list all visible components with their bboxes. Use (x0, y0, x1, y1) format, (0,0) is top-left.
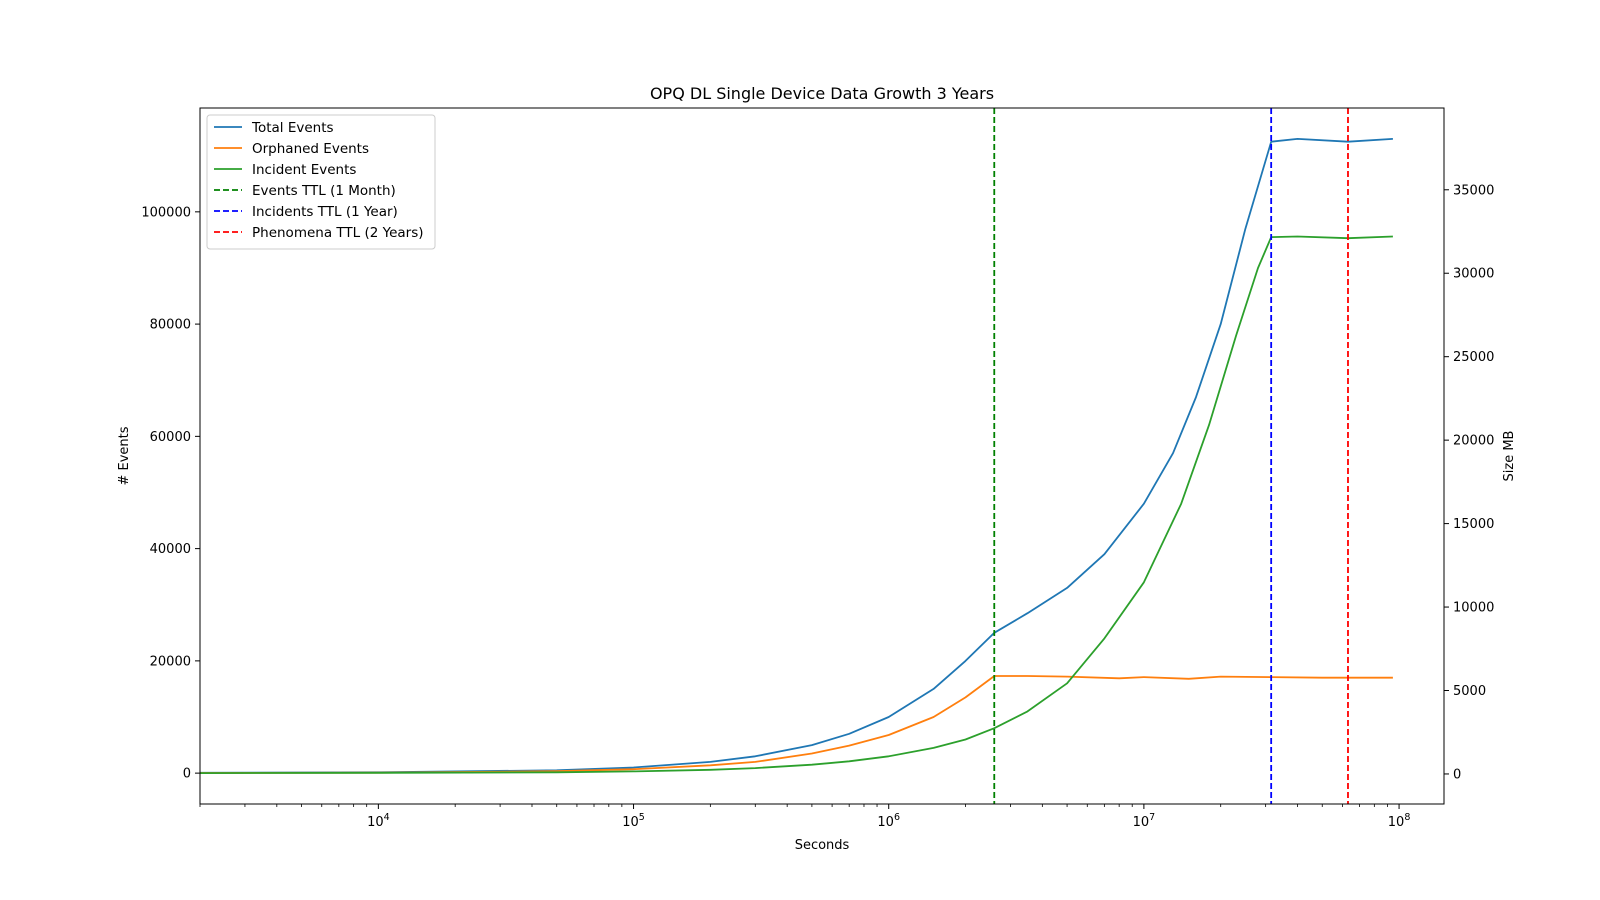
y-axis-right: 0 5000 10000 15000 20000 25000 30000 35000 (1444, 183, 1494, 782)
y2-tick-label: 35000 (1453, 183, 1494, 198)
series-layer (199, 138, 1393, 774)
plot-area (199, 107, 1445, 805)
vlines-layer (993, 108, 1349, 804)
legend: Total Events Orphaned Events Incident Even… (206, 114, 436, 250)
series-line-orphaned-events (199, 675, 1393, 774)
legend-label-total-events: Total Events (251, 120, 334, 136)
x-tick-label: 108 (1388, 812, 1411, 830)
y-tick-label: 80000 (150, 318, 191, 333)
legend-label-events-ttl-1-month: Events TTL (1 Month) (252, 183, 396, 199)
y2-tick-label: 30000 (1453, 267, 1494, 282)
legend-label-incident-events: Incident Events (252, 162, 356, 178)
series-line-incident-events (199, 235, 1393, 774)
x-axis-label: Seconds (795, 838, 850, 853)
y-tick-label: 0 (183, 767, 191, 782)
x-tick-label: 105 (622, 812, 645, 830)
y-tick-label: 60000 (150, 430, 191, 445)
y2-tick-label: 10000 (1453, 601, 1494, 616)
y2-tick-label: 0 (1453, 767, 1461, 782)
y-axis-left: 0 20000 40000 60000 80000 100000 (141, 205, 200, 782)
plot-frame (199, 107, 1445, 805)
y-tick-label: 20000 (150, 654, 191, 669)
x-tick-label: 106 (877, 812, 900, 830)
y2-tick-label: 25000 (1453, 350, 1494, 365)
y2-tick-label: 20000 (1453, 434, 1494, 449)
legend-box (206, 114, 436, 250)
legend-label-orphaned-events: Orphaned Events (252, 141, 369, 157)
x-tick-label: 104 (367, 812, 390, 830)
y-axis-label: # Events (117, 426, 132, 485)
x-axis: 104 105 106 107 108 (199, 804, 1411, 830)
y2-axis-label: Size MB (1502, 431, 1517, 482)
y2-tick-label: 15000 (1453, 517, 1494, 532)
y-tick-label: 100000 (141, 205, 191, 220)
x-tick-label: 107 (1133, 812, 1156, 830)
series-line-total-events (199, 138, 1393, 774)
chart-title: OPQ DL Single Device Data Growth 3 Years (650, 84, 994, 103)
legend-label-incidents-ttl-1-year: Incidents TTL (1 Year) (252, 204, 398, 220)
y-tick-label: 40000 (150, 542, 191, 557)
y2-tick-label: 5000 (1453, 684, 1486, 699)
legend-label-phenomena-ttl-2-years: Phenomena TTL (2 Years) (252, 225, 424, 241)
